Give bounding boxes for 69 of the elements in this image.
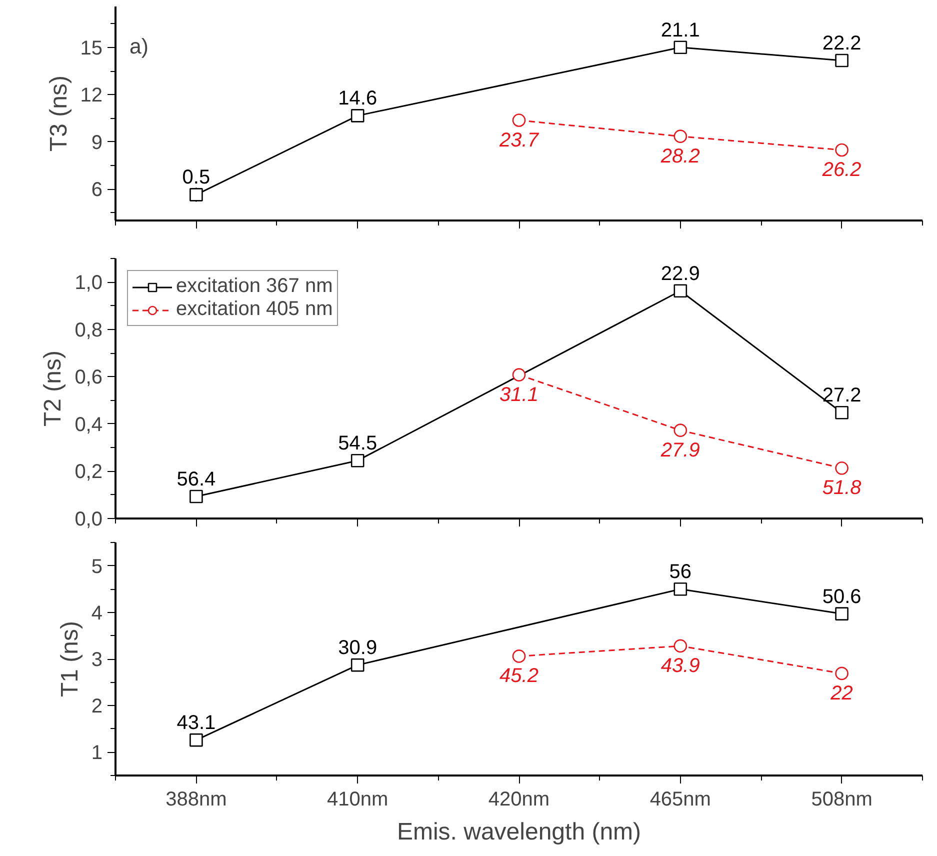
y-tick-label: 3	[91, 649, 102, 671]
annotation: 27.2	[822, 384, 862, 407]
point	[835, 54, 848, 68]
annotation: 50.6	[822, 586, 862, 608]
point	[674, 639, 688, 653]
y-axis-title: T3 (ns)	[45, 75, 72, 152]
annotation: 22.2	[822, 32, 862, 54]
y-tick-label: 0,6	[74, 366, 103, 389]
annotation: 28.2	[660, 145, 700, 168]
annotation: a)	[130, 34, 148, 58]
annotation: 22	[830, 682, 853, 704]
point	[350, 109, 364, 122]
annotation: 43.1	[176, 712, 216, 734]
y-tick-label: 0,0	[74, 508, 103, 530]
point	[350, 454, 364, 468]
y-tick-label: 0,8	[74, 319, 103, 342]
annotation: 31.1	[500, 384, 538, 406]
point	[512, 650, 526, 663]
annotation: 14.6	[338, 88, 378, 110]
x-tick-label: 388nm	[166, 788, 227, 810]
annotation: 56	[669, 561, 692, 584]
annotation: 23.7	[498, 129, 540, 152]
annotation: 30.9	[338, 637, 378, 660]
point	[835, 462, 848, 475]
point	[674, 424, 688, 437]
annotation: 45.2	[500, 665, 538, 688]
annotation: 0.5	[182, 166, 210, 189]
point	[512, 368, 526, 382]
point	[674, 284, 688, 298]
point	[835, 406, 848, 420]
point	[835, 143, 848, 157]
point	[190, 733, 203, 747]
x-tick-label: 410nm	[327, 788, 388, 810]
y-axis-title: T2 (ns)	[40, 350, 67, 427]
annotation: 21.1	[660, 19, 700, 42]
annotation: 54.5	[338, 432, 378, 455]
y-tick-label: 4	[91, 602, 102, 624]
x-tick-label: 420nm	[488, 788, 550, 810]
point	[835, 607, 848, 620]
y-tick-label: 1,0	[74, 272, 103, 294]
x-axis-title: Emis. wavelength (nm)	[396, 818, 642, 846]
y-axis-title: T1 (ns)	[56, 620, 84, 698]
y-tick-label: 12	[80, 84, 103, 107]
annotation: 26.2	[821, 159, 862, 182]
y-tick-label: 0,2	[74, 461, 103, 484]
annotation: 51.8	[822, 477, 862, 500]
point	[674, 130, 688, 143]
point	[674, 582, 688, 596]
y-tick-label: 0,4	[74, 414, 103, 436]
y-tick-label: 2	[91, 696, 102, 718]
annotation: 43.9	[660, 654, 700, 677]
y-tick-label: 1	[91, 742, 102, 764]
y-tick-label: 5	[91, 556, 102, 578]
x-tick-label: 465nm	[650, 788, 711, 810]
annotation: 56.4	[176, 468, 216, 491]
y-tick-label: 15	[80, 37, 103, 60]
y-tick-label: 6	[91, 179, 102, 202]
annotation: 27.9	[660, 439, 700, 462]
annotation: 22.9	[660, 262, 700, 285]
legend-label: excitation 367 nm	[176, 275, 333, 298]
point	[835, 666, 848, 680]
y-tick-label: 9	[91, 132, 102, 154]
point	[674, 40, 688, 54]
x-tick-label: 508nm	[811, 788, 872, 810]
point	[350, 658, 364, 672]
point	[190, 490, 203, 504]
point	[512, 114, 526, 127]
legend-label: excitation 405 nm	[176, 298, 333, 321]
point	[190, 188, 203, 202]
